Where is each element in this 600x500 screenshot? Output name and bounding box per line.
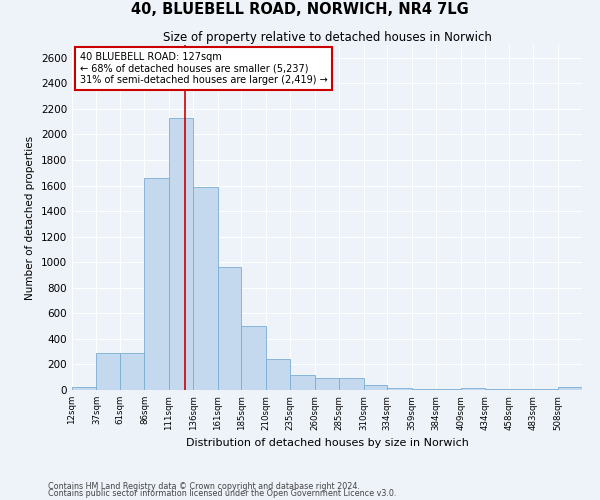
Y-axis label: Number of detached properties: Number of detached properties <box>25 136 35 300</box>
X-axis label: Distribution of detached houses by size in Norwich: Distribution of detached houses by size … <box>185 438 469 448</box>
Bar <box>145 178 169 390</box>
Bar <box>97 353 120 390</box>
Text: Contains public sector information licensed under the Open Government Licence v3: Contains public sector information licen… <box>48 489 397 498</box>
Text: 40, BLUEBELL ROAD, NORWICH, NR4 7LG: 40, BLUEBELL ROAD, NORWICH, NR4 7LG <box>131 2 469 18</box>
Bar <box>241 326 266 390</box>
Bar <box>412 388 436 390</box>
Bar <box>557 388 582 390</box>
Bar <box>315 378 339 390</box>
Bar <box>193 187 218 390</box>
Bar <box>461 388 485 390</box>
Bar <box>339 378 364 390</box>
Text: Contains HM Land Registry data © Crown copyright and database right 2024.: Contains HM Land Registry data © Crown c… <box>48 482 360 491</box>
Bar <box>290 374 315 390</box>
Bar <box>218 268 241 390</box>
Bar <box>266 358 290 390</box>
Bar <box>387 388 412 390</box>
Bar <box>72 388 97 390</box>
Title: Size of property relative to detached houses in Norwich: Size of property relative to detached ho… <box>163 31 491 44</box>
Bar <box>169 118 193 390</box>
Bar <box>120 353 145 390</box>
Bar <box>364 385 387 390</box>
Text: 40 BLUEBELL ROAD: 127sqm
← 68% of detached houses are smaller (5,237)
31% of sem: 40 BLUEBELL ROAD: 127sqm ← 68% of detach… <box>80 52 328 85</box>
